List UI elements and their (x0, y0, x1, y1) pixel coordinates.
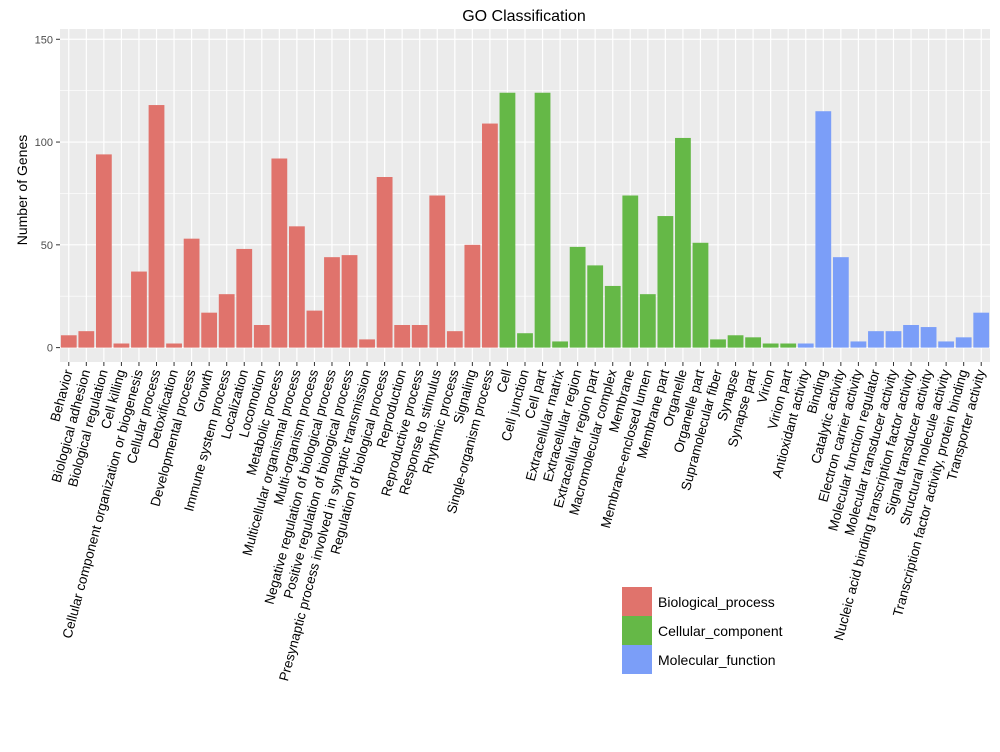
bar (973, 312, 990, 348)
bar (131, 271, 147, 348)
bar (762, 343, 779, 348)
bar (218, 294, 235, 348)
bar (429, 195, 446, 348)
bar (780, 343, 797, 348)
bar (324, 257, 340, 348)
bar (499, 92, 516, 348)
bar (253, 325, 270, 348)
bar (201, 312, 218, 348)
bar (166, 343, 182, 348)
y-axis-label: Number of Genes (14, 135, 30, 246)
bar (797, 343, 814, 348)
bar (622, 195, 639, 348)
bar (639, 294, 656, 348)
bar (552, 341, 568, 348)
legend-label: Biological_process (658, 594, 775, 610)
bar (938, 341, 955, 348)
y-tick-label: 0 (47, 343, 53, 355)
bar (885, 331, 902, 348)
bar (534, 92, 551, 348)
bar (517, 333, 533, 348)
bar (394, 325, 411, 348)
bar (745, 337, 762, 348)
legend-label: Molecular_function (658, 652, 776, 668)
legend-swatch (622, 616, 652, 645)
bar (587, 265, 604, 348)
bar (341, 255, 358, 348)
bar (604, 285, 621, 348)
bar (411, 325, 428, 348)
bar (850, 341, 867, 348)
bar (183, 238, 200, 348)
bar (113, 343, 130, 348)
bars (60, 92, 990, 348)
bar (359, 339, 375, 348)
y-tick-label: 50 (41, 240, 53, 252)
bar (710, 339, 726, 348)
chart-title: GO Classification (462, 8, 586, 25)
bar (464, 244, 481, 348)
bar (482, 123, 498, 348)
legend-label: Cellular_component (658, 623, 783, 639)
bar (868, 331, 884, 348)
bar (903, 325, 919, 348)
bar (60, 335, 77, 348)
bar (727, 335, 744, 348)
bar (815, 111, 832, 348)
legend: Biological_process Cellular_component Mole… (622, 587, 783, 674)
x-tick-label: Cell (494, 368, 515, 394)
bar (288, 226, 305, 348)
bar (148, 105, 165, 348)
legend-swatch (622, 645, 652, 674)
bar (832, 257, 849, 348)
y-tick-label: 150 (35, 34, 53, 46)
bar (446, 331, 463, 348)
bar (271, 158, 288, 348)
bar (376, 177, 393, 348)
bar (95, 154, 112, 348)
bar (675, 137, 691, 348)
bar (657, 216, 674, 348)
legend-swatch (622, 587, 652, 616)
y-axis: 0 50 100 150 (35, 34, 60, 355)
bar (236, 248, 253, 348)
y-tick-label: 100 (35, 137, 53, 149)
bar (955, 337, 972, 348)
bar (920, 327, 937, 348)
bar (569, 246, 586, 348)
bar (692, 242, 709, 348)
bar (306, 310, 323, 348)
bar (78, 331, 95, 348)
